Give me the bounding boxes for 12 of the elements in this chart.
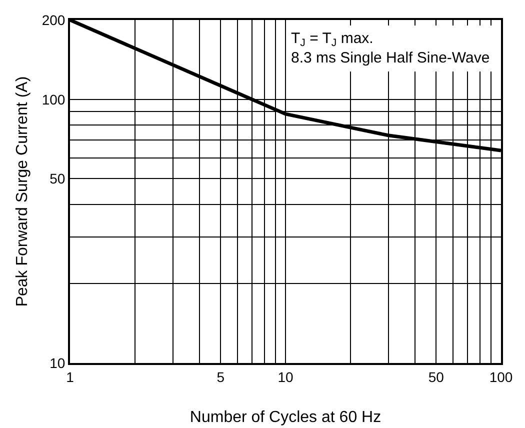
x-tick-label: 100 — [489, 368, 513, 385]
x-tick-label: 5 — [216, 368, 225, 385]
y-tick-label: 200 — [42, 12, 66, 28]
x-tick-label: 50 — [428, 368, 444, 385]
y-tick-label: 100 — [42, 91, 66, 108]
annotation: T$_{J}$ = T$_{J}$ max. 8.3 ms Single Half Sine-Wave — [291, 30, 490, 66]
x-axis-title: Number of Cycles at 60 Hz — [190, 409, 382, 426]
x-tick-label: 1 — [66, 368, 74, 385]
x-tick-label: 10 — [278, 368, 294, 385]
y-tick-label: 50 — [50, 170, 66, 187]
y-tick-label: 10 — [50, 354, 66, 371]
y-axis-title: Peak Forward Surge Current (A) — [14, 76, 31, 307]
